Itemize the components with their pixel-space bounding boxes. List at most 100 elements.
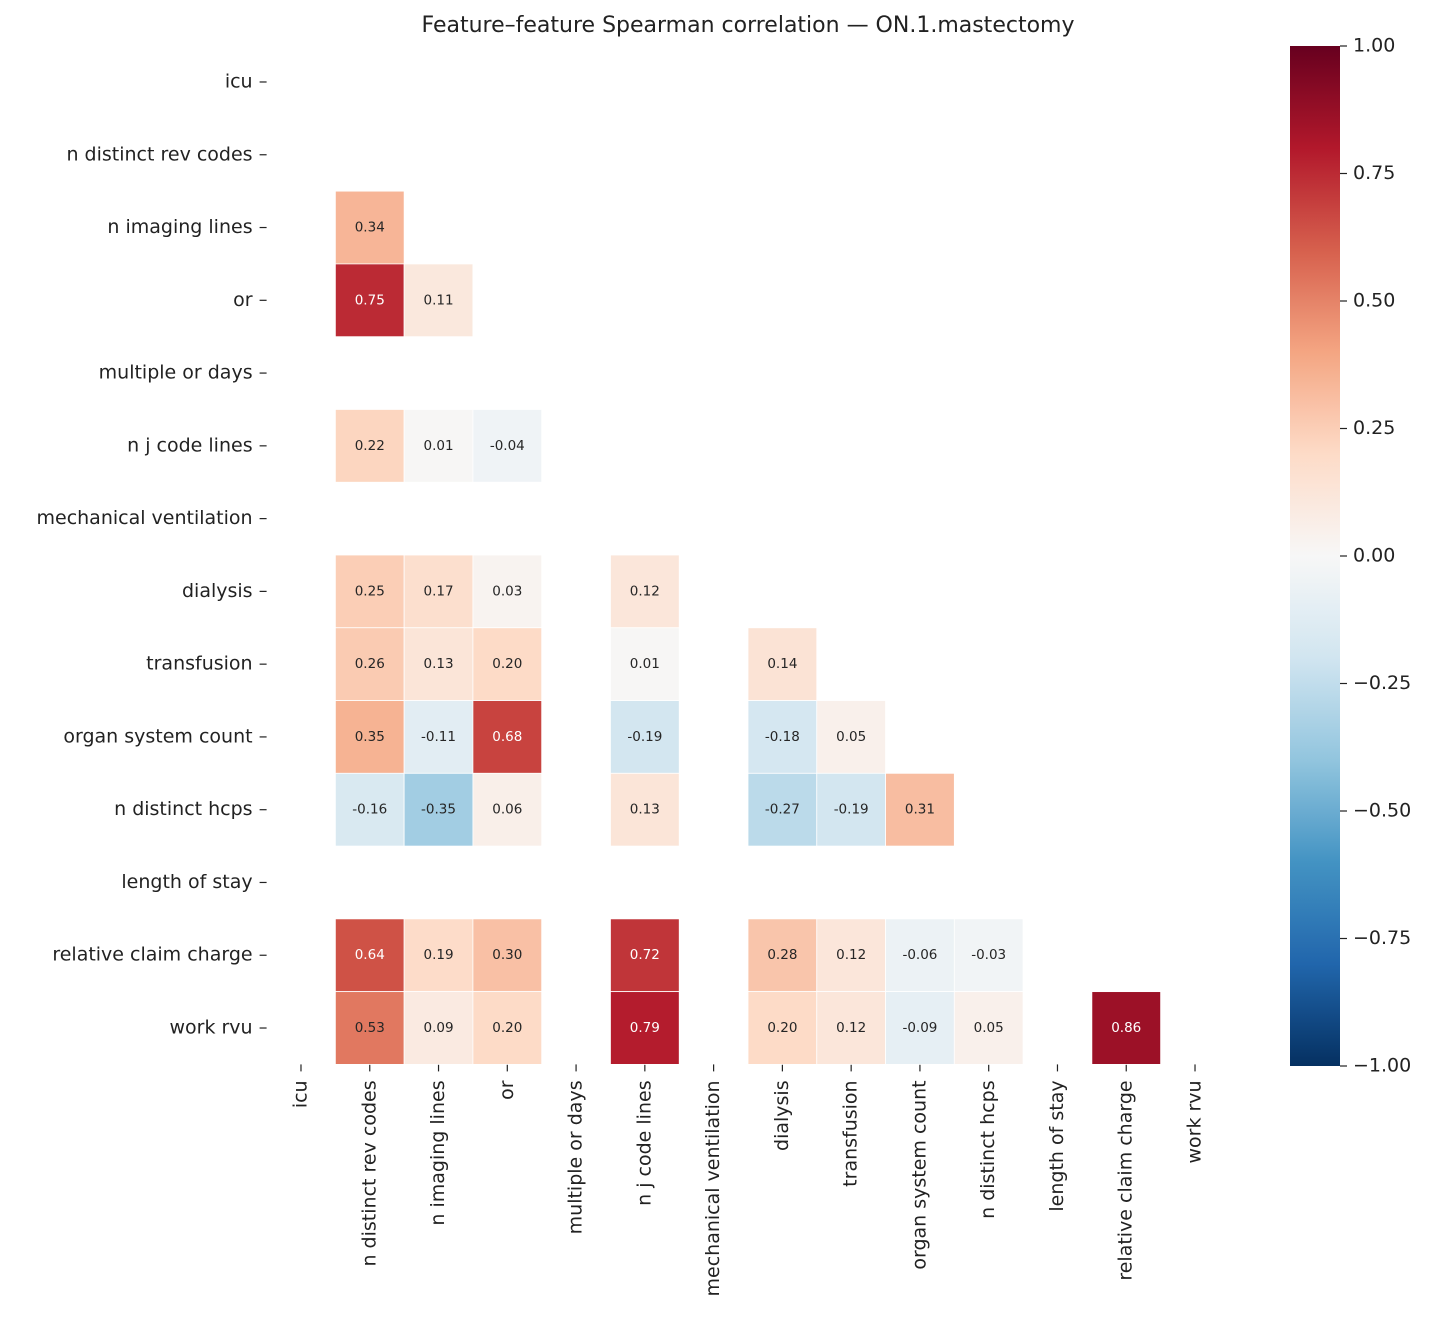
y-tick-label: organ system count xyxy=(63,725,252,747)
cell-value-label: 0.13 xyxy=(630,802,660,818)
x-tick-label: work rvu xyxy=(1184,1080,1206,1163)
y-tick-label: or xyxy=(233,289,253,311)
cell-value-label: 0.20 xyxy=(492,656,522,672)
cell-value-label: -0.19 xyxy=(627,729,662,745)
colorbar-tick-label: −1.00 xyxy=(1353,1055,1411,1077)
y-tick-label: length of stay xyxy=(121,871,252,893)
heatmap-cell xyxy=(334,554,405,629)
y-tick-label: n j code lines xyxy=(127,434,252,456)
cell-value-label: -0.09 xyxy=(902,1020,937,1036)
x-tick-label: n imaging lines xyxy=(427,1080,449,1225)
heatmap-cell xyxy=(403,918,474,993)
y-tick-label: n distinct rev codes xyxy=(66,143,252,165)
heatmap-cell xyxy=(747,772,818,847)
heatmap-cell xyxy=(747,700,818,774)
colorbar xyxy=(1290,46,1340,1066)
x-tick-label: n distinct hcps xyxy=(977,1080,999,1218)
cell-value-label: 0.20 xyxy=(767,1020,797,1036)
heatmap-cell xyxy=(334,190,405,265)
heatmap-cell xyxy=(403,554,474,629)
y-tick-label: multiple or days xyxy=(99,362,253,384)
x-tick-label: dialysis xyxy=(771,1080,793,1151)
heatmap-cell xyxy=(610,627,680,701)
y-tick-label: n distinct hcps xyxy=(114,798,252,820)
cell-value-label: 0.12 xyxy=(630,583,660,599)
heatmap-cell xyxy=(334,263,405,338)
x-tick-label: relative claim charge xyxy=(1115,1080,1137,1280)
cell-value-label: 0.20 xyxy=(492,1020,522,1036)
cell-value-label: -0.16 xyxy=(352,802,387,818)
colorbar-tick-label: 0.75 xyxy=(1353,162,1395,184)
heatmap-cell xyxy=(334,627,405,701)
cell-value-label: 0.03 xyxy=(492,583,522,599)
cell-value-label: 0.53 xyxy=(355,1020,385,1036)
cell-value-label: 0.28 xyxy=(767,947,797,963)
cell-value-label: 0.26 xyxy=(355,656,385,672)
cell-value-label: -0.35 xyxy=(421,802,456,818)
colorbar-tick-label: 0.00 xyxy=(1353,545,1395,567)
colorbar-tick-label: 0.25 xyxy=(1353,417,1395,439)
colorbar-tick-label: −0.50 xyxy=(1353,800,1411,822)
cell-value-label: 0.86 xyxy=(1111,1020,1141,1036)
y-tick-label: transfusion xyxy=(146,653,252,675)
cell-value-label: -0.06 xyxy=(902,947,937,963)
cell-value-label: -0.11 xyxy=(421,729,456,745)
cell-value-label: 0.72 xyxy=(630,947,660,963)
y-tick-label: work rvu xyxy=(169,1017,252,1039)
chart-title: Feature–feature Spearman correlation — O… xyxy=(422,13,1075,38)
cell-value-label: -0.27 xyxy=(765,802,800,818)
cell-value-label: 0.13 xyxy=(423,656,453,672)
heatmap-cell xyxy=(472,991,543,1065)
y-tick-label: dialysis xyxy=(182,580,253,602)
cell-value-label: -0.18 xyxy=(765,729,800,745)
heatmap-cell xyxy=(747,627,818,701)
heatmap-cell xyxy=(953,991,1024,1065)
heatmap-cell xyxy=(334,409,405,483)
heatmap-cell xyxy=(472,627,543,701)
colorbar-tick-label: −0.75 xyxy=(1353,927,1411,949)
heatmap-cell xyxy=(885,772,955,847)
y-tick-label: relative claim charge xyxy=(52,944,252,966)
cell-value-label: 0.05 xyxy=(974,1020,1004,1036)
cell-value-label: 0.25 xyxy=(355,583,385,599)
cell-value-label: 0.19 xyxy=(423,947,453,963)
heatmap-cell xyxy=(403,700,474,774)
colorbar-tick-label: −0.25 xyxy=(1353,672,1411,694)
heatmap-cell xyxy=(334,700,405,774)
cell-value-label: 0.09 xyxy=(423,1020,453,1036)
cell-value-label: 0.17 xyxy=(423,583,453,599)
cell-value-label: 0.14 xyxy=(767,656,797,672)
heatmap-cell xyxy=(816,772,886,847)
x-tick-label: n distinct rev codes xyxy=(358,1080,380,1266)
heatmap-cell xyxy=(403,409,474,483)
cell-value-label: 0.35 xyxy=(355,729,385,745)
cell-value-label: -0.04 xyxy=(490,438,525,454)
cell-value-label: 0.01 xyxy=(423,438,453,454)
cell-value-label: 0.34 xyxy=(355,220,385,236)
colorbar-tick-label: 1.00 xyxy=(1353,35,1395,57)
heatmap-cell xyxy=(1091,991,1162,1065)
x-tick-label: mechanical ventilation xyxy=(702,1080,724,1296)
heatmap-cell xyxy=(472,409,543,483)
x-tick-label: or xyxy=(496,1080,518,1100)
heatmap-cell xyxy=(610,918,680,993)
cell-value-label: 0.30 xyxy=(492,947,522,963)
cell-value-label: 0.22 xyxy=(355,438,385,454)
cell-value-label: 0.12 xyxy=(836,1020,866,1036)
heatmap-cell xyxy=(610,991,680,1065)
x-tick-label: organ system count xyxy=(908,1080,930,1269)
cell-value-label: 0.05 xyxy=(836,729,866,745)
cell-value-label: 0.64 xyxy=(355,947,385,963)
heatmap-cell xyxy=(472,772,543,847)
y-tick-label: n imaging lines xyxy=(107,216,252,238)
heatmap-cell xyxy=(610,772,680,847)
cell-value-label: 0.12 xyxy=(836,947,866,963)
x-tick-label: icu xyxy=(289,1080,311,1108)
heatmap-cell xyxy=(816,991,886,1065)
heatmap-cell xyxy=(472,918,543,993)
heatmap-cell xyxy=(885,918,955,993)
cell-value-label: -0.03 xyxy=(971,947,1006,963)
heatmap-cell xyxy=(610,700,680,774)
heatmap-cell xyxy=(610,554,680,629)
